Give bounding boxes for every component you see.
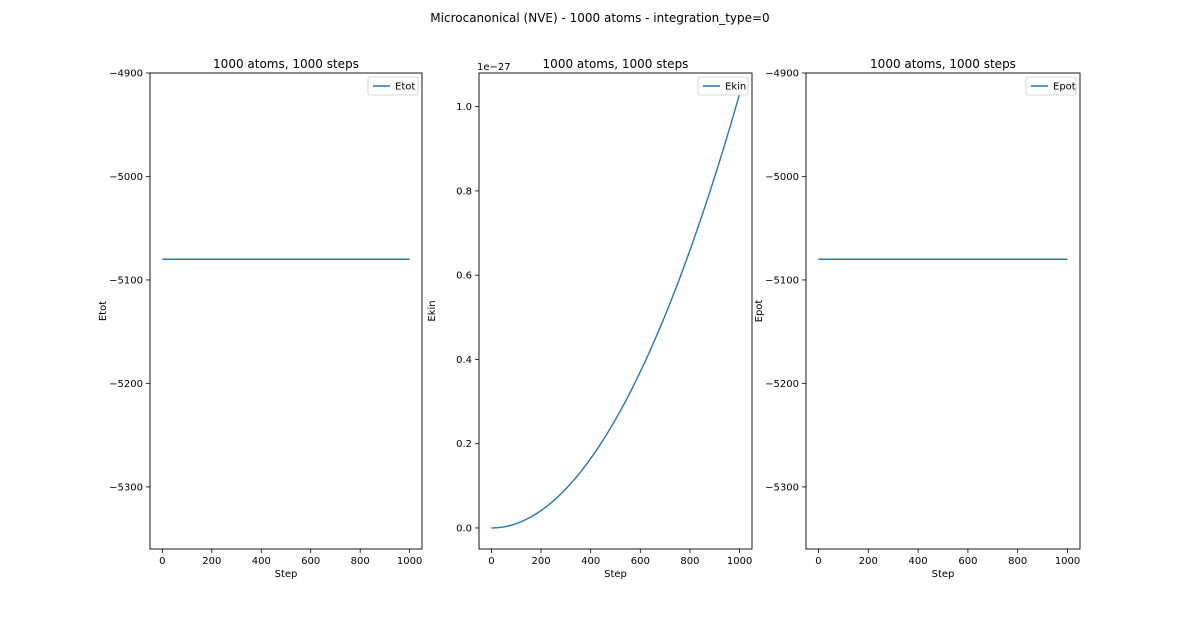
x-tick-label: 0 — [488, 556, 494, 567]
series-line-ekin — [491, 93, 741, 529]
x-axis-label: Step — [275, 569, 298, 580]
y-tick-label: −5100 — [109, 275, 143, 286]
axes-frame — [478, 72, 753, 550]
legend-label: Ekin — [725, 82, 746, 93]
y-tick-label: −5300 — [109, 482, 143, 493]
axes-panel-1: 0 200 400 600 800 1000 −5300 −5200 −5100 −5000 −49… — [98, 57, 423, 580]
x-tick-label: 200 — [859, 556, 878, 567]
axes-panel-2: 0 200 400 600 800 1000 0.0 0.2 0.4 0.6 0.8 1.0 1e−27… — [427, 57, 753, 580]
legend-label: Epot — [1053, 82, 1076, 93]
y-tick-label: 0.8 — [456, 186, 472, 197]
x-tick-label: 0 — [815, 556, 821, 567]
x-tick-label: 200 — [531, 556, 550, 567]
x-tick-label: 1000 — [727, 556, 752, 567]
legend-frame — [1025, 76, 1077, 96]
axes-title: 1000 atoms, 1000 steps — [543, 57, 689, 71]
x-tick-label: 400 — [909, 556, 928, 567]
x-tick-label: 800 — [351, 556, 370, 567]
x-tick-label: 200 — [202, 556, 221, 567]
axes-title: 1000 atoms, 1000 steps — [870, 57, 1016, 71]
x-tick-label: 600 — [958, 556, 977, 567]
legend: Etot — [367, 76, 419, 96]
y-tick-label: 0.0 — [456, 523, 472, 534]
y-tick-label: −4900 — [765, 69, 799, 80]
x-tick-label: 800 — [680, 556, 699, 567]
y-offset-text: 1e−27 — [477, 62, 511, 73]
x-tick-label: 1000 — [1055, 556, 1080, 567]
axes-frame — [149, 72, 423, 550]
y-tick-label: 0.6 — [456, 271, 472, 282]
x-tick-label: 0 — [159, 556, 165, 567]
x-tick-label: 400 — [252, 556, 271, 567]
legend: Ekin — [697, 76, 749, 96]
y-tick-label: −5300 — [765, 482, 799, 493]
y-tick-label: 1.0 — [456, 102, 472, 113]
y-tick-label: 0.4 — [456, 355, 472, 366]
legend: Epot — [1025, 76, 1077, 96]
axes-title: 1000 atoms, 1000 steps — [213, 57, 359, 71]
y-tick-label: 0.2 — [456, 439, 472, 450]
y-axis-label: Etot — [98, 301, 109, 321]
legend-label: Etot — [395, 82, 415, 93]
x-tick-label: 1000 — [397, 556, 422, 567]
axes-panel-3: 0 200 400 600 800 1000 −5300 −5200 −5100 −5000 −49… — [754, 57, 1081, 580]
y-tick-label: −5200 — [109, 379, 143, 390]
y-tick-label: −4900 — [109, 69, 143, 80]
y-tick-label: −5000 — [765, 172, 799, 183]
axes-container: 0 200 400 600 800 1000 −5300 −5200 −5100 −5000 −49… — [98, 57, 1081, 580]
y-axis-label: Ekin — [427, 300, 438, 321]
x-axis-label: Step — [604, 569, 627, 580]
y-tick-label: −5000 — [109, 172, 143, 183]
y-tick-label: −5100 — [765, 275, 799, 286]
legend-frame — [697, 76, 749, 96]
x-tick-label: 600 — [301, 556, 320, 567]
figure-suptitle: Microcanonical (NVE) - 1000 atoms - inte… — [430, 11, 769, 25]
y-axis-label: Epot — [754, 300, 765, 323]
axes-frame — [805, 72, 1081, 550]
x-axis-label: Step — [932, 569, 955, 580]
x-tick-label: 800 — [1008, 556, 1027, 567]
y-tick-label: −5200 — [765, 379, 799, 390]
x-tick-label: 600 — [631, 556, 650, 567]
legend-frame — [367, 76, 419, 96]
x-tick-label: 400 — [581, 556, 600, 567]
